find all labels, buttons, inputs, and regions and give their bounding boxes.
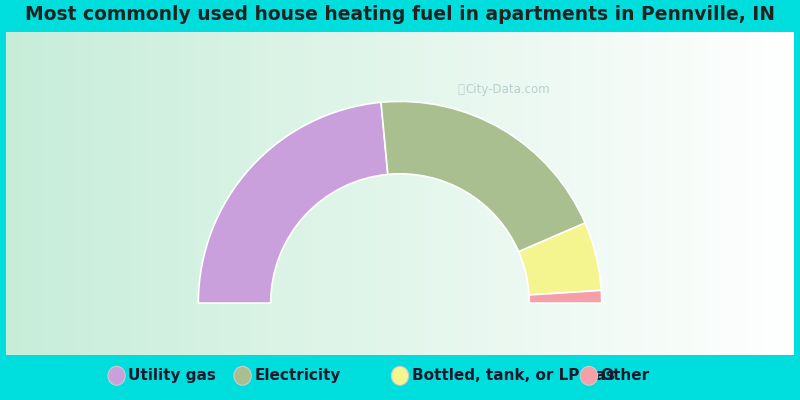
Ellipse shape	[391, 366, 409, 385]
Text: Electricity: Electricity	[254, 368, 341, 383]
Text: Bottled, tank, or LP gas: Bottled, tank, or LP gas	[412, 368, 614, 383]
Wedge shape	[518, 223, 602, 295]
Ellipse shape	[108, 366, 126, 385]
Text: Other: Other	[601, 368, 650, 383]
Wedge shape	[381, 102, 585, 252]
Text: Most commonly used house heating fuel in apartments in Pennville, IN: Most commonly used house heating fuel in…	[25, 6, 775, 24]
Ellipse shape	[234, 366, 251, 385]
Text: Utility gas: Utility gas	[129, 368, 216, 383]
Text: ⓘ: ⓘ	[457, 83, 464, 96]
Ellipse shape	[580, 366, 598, 385]
Wedge shape	[198, 102, 388, 303]
Text: City-Data.com: City-Data.com	[465, 83, 550, 96]
Wedge shape	[529, 290, 602, 303]
